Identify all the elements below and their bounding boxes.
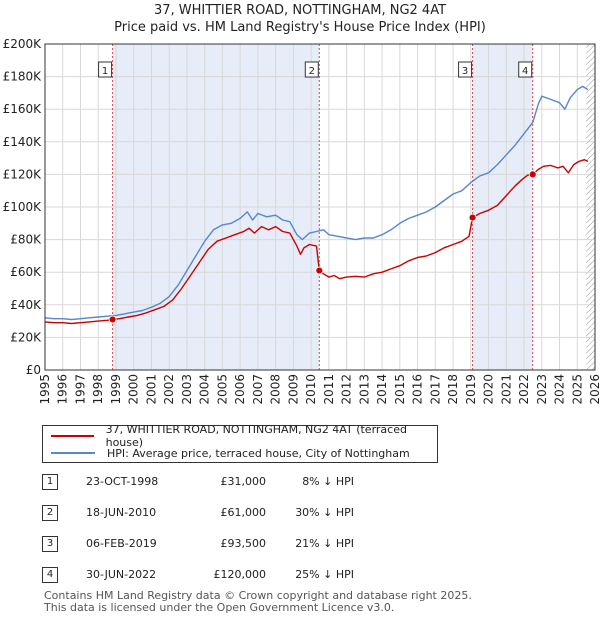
sale-point-marker: [468, 213, 477, 222]
x-tick-label: 2005: [215, 374, 229, 405]
sale-price: £31,000: [220, 475, 267, 488]
y-tick-label: £60K: [10, 265, 42, 279]
legend-item-price-paid: 37, WHITTIER ROAD, NOTTINGHAM, NG2 4AT (…: [51, 423, 437, 449]
sales-table-row: 3 06-FEB-2019 £93,500 21% ↓ HPI: [42, 534, 482, 556]
x-tick-label: 2018: [446, 374, 460, 405]
y-tick-label: £100K: [3, 200, 43, 214]
sale-point-marker: [315, 266, 324, 275]
x-tick-label: 2019: [464, 374, 478, 405]
x-tick-label: 1997: [73, 374, 87, 405]
x-tick-label: 2010: [304, 374, 318, 405]
y-tick-label: £140K: [3, 135, 43, 149]
price-paid-series-line: [45, 159, 589, 325]
sale-hpi-diff: 25% ↓ HPI: [295, 568, 354, 581]
x-tick-label: 2006: [233, 374, 247, 405]
x-tick-label: 2020: [482, 374, 496, 405]
x-tick-label: 2009: [286, 374, 300, 405]
sale-date: 23-OCT-1998: [86, 475, 159, 488]
footer-line-licence: This data is licensed under the Open Gov…: [44, 601, 395, 614]
sale-number-box: [518, 61, 533, 78]
legend-item-hpi: HPI: Average price, terraced house, City…: [51, 445, 410, 461]
sale-price: £120,000: [213, 568, 267, 581]
x-tick-label: 2000: [127, 374, 141, 405]
sale-hpi-diff: 21% ↓ HPI: [295, 537, 354, 550]
x-tick-label: 2023: [535, 374, 549, 405]
footer-attribution: Contains HM Land Registry data © Crown c…: [44, 590, 472, 614]
legend-label-price-paid: 37, WHITTIER ROAD, NOTTINGHAM, NG2 4AT (…: [105, 423, 407, 449]
sale-number-label: 4: [522, 66, 528, 77]
y-tick-label: £80K: [10, 233, 42, 247]
sale-date: 30-JUN-2022: [86, 568, 157, 581]
legend-label-hpi: HPI: Average price, terraced house, City…: [107, 446, 410, 460]
plot-frame: [44, 43, 596, 371]
x-tick-label: 2016: [411, 374, 425, 405]
sale-price: £93,500: [220, 537, 267, 550]
sale-number-box: [458, 61, 473, 78]
x-tick-label: 2014: [375, 374, 389, 405]
x-tick-label: 1995: [38, 374, 52, 405]
sale-number-label: 2: [309, 66, 315, 77]
sale-point-marker: [108, 315, 117, 324]
y-tick-label: £20K: [10, 330, 42, 344]
x-tick-label: 2001: [144, 374, 158, 405]
chart-legend: 37, WHITTIER ROAD, NOTTINGHAM, NG2 4AT (…: [42, 423, 438, 463]
sales-table-row: 2 18-JUN-2010 £61,000 30% ↓ HPI: [42, 503, 482, 525]
x-tick-label: 2013: [357, 374, 371, 405]
y-tick-label: £120K: [3, 167, 43, 181]
price-chart: £0 £20K £40K £60K £80K £100K £120K £140K £160K £1…: [3, 37, 600, 405]
sale-price: £61,000: [220, 506, 267, 519]
sale-number-label: 1: [102, 66, 108, 77]
y-tick-label: £200K: [3, 37, 43, 51]
y-tick-label: £40K: [10, 298, 42, 312]
x-tick-label: 2025: [570, 374, 584, 405]
chart-subtitle: Price paid vs. HM Land Registry's House …: [114, 20, 486, 35]
sales-table-row: 4 30-JUN-2022 £120,000 25% ↓ HPI: [42, 565, 482, 587]
x-tick-label: 2017: [428, 374, 442, 405]
sale-hpi-diff: 30% ↓ HPI: [295, 506, 354, 519]
x-tick-label: 2007: [251, 374, 265, 405]
x-tick-label: 2003: [180, 374, 194, 405]
x-tick-label: 1996: [56, 374, 70, 405]
footer-line-copyright: Contains HM Land Registry data © Crown c…: [44, 589, 472, 602]
sale-number-box: [304, 61, 319, 78]
sale-hpi-diff: 8% ↓ HPI: [302, 475, 354, 488]
chart-title-block: 37, WHITTIER ROAD, NOTTINGHAM, NG2 4AT P…: [0, 2, 600, 36]
x-tick-label: 2015: [393, 374, 407, 405]
sale-number-badge: 2: [42, 505, 58, 521]
sale-number-label: 3: [462, 66, 468, 77]
legend-swatch-price-paid: [51, 435, 94, 437]
x-tick-label: 2004: [198, 374, 212, 405]
y-tick-label: £180K: [3, 70, 43, 84]
sales-table-row: 1 23-OCT-1998 £31,000 8% ↓ HPI: [42, 472, 482, 494]
x-tick-label: 1998: [91, 374, 105, 405]
x-tick-label: 1999: [109, 374, 123, 405]
y-tick-label: £0: [26, 363, 41, 377]
x-tick-label: 2012: [340, 374, 354, 405]
sale-number-badge: 3: [42, 536, 58, 552]
y-tick-label: £160K: [3, 102, 43, 116]
hpi-series-line: [45, 85, 589, 321]
x-tick-label: 2026: [588, 374, 600, 405]
sale-number-badge: 4: [42, 567, 58, 583]
x-tick-label: 2022: [517, 374, 531, 405]
chart-title: 37, WHITTIER ROAD, NOTTINGHAM, NG2 4AT: [153, 3, 447, 18]
sale-number-badge: 1: [42, 474, 58, 490]
legend-swatch-hpi: [51, 452, 95, 454]
sale-number-box: [98, 61, 113, 78]
x-tick-label: 2002: [162, 374, 176, 405]
x-tick-label: 2024: [553, 374, 567, 405]
sale-point-marker: [528, 170, 537, 179]
x-tick-label: 2008: [269, 374, 283, 405]
sale-date: 18-JUN-2010: [86, 506, 157, 519]
x-tick-label: 2021: [499, 374, 513, 405]
sale-date: 06-FEB-2019: [86, 537, 157, 550]
x-tick-label: 2011: [322, 374, 336, 405]
